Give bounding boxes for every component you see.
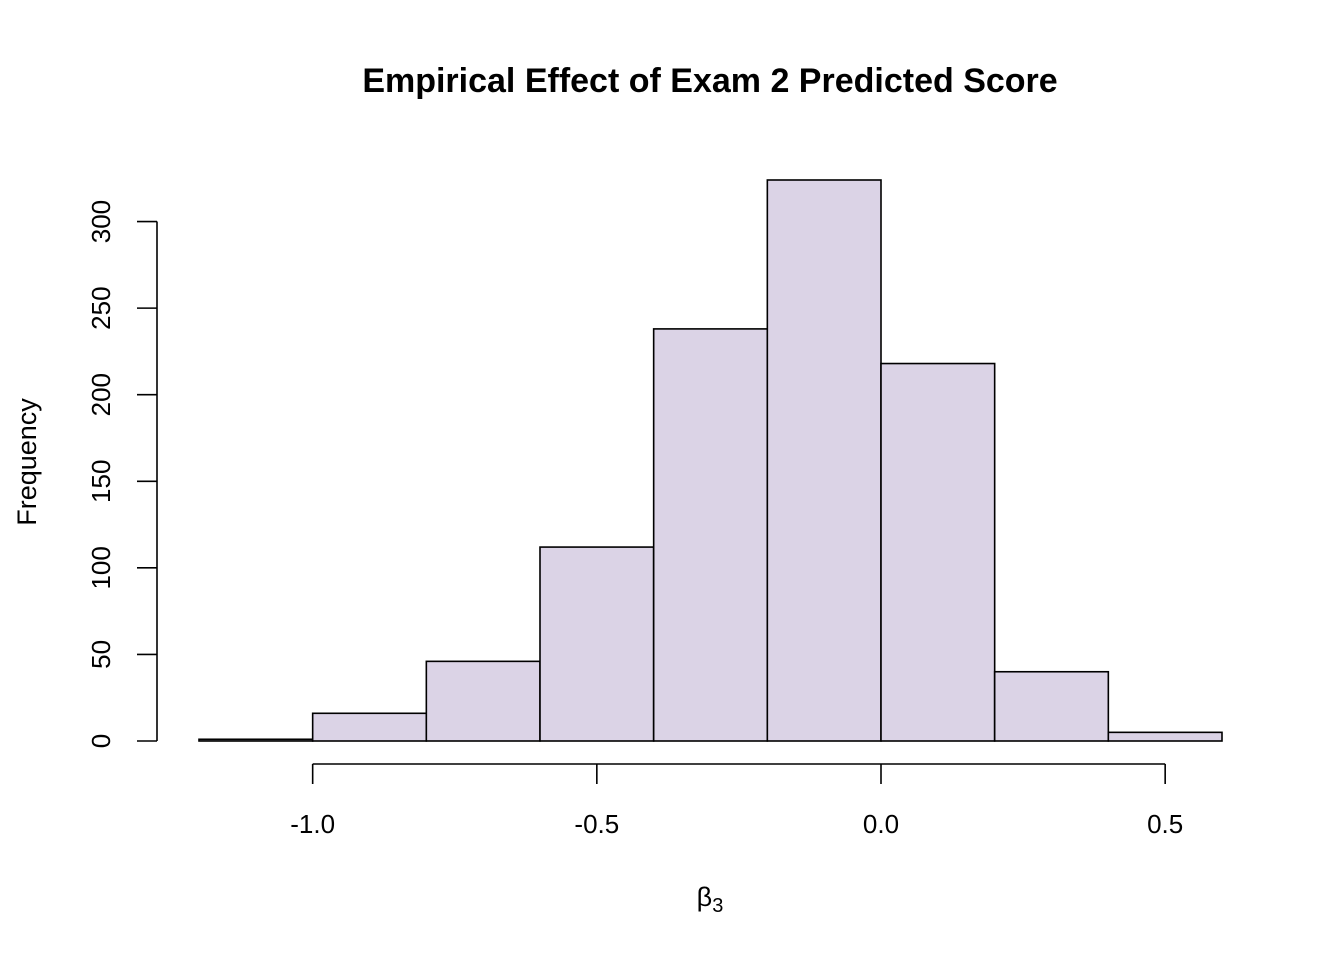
- histogram-bar: [425, 660, 541, 742]
- y-axis-label: Frequency: [12, 398, 42, 526]
- histogram-bar: [1107, 731, 1223, 742]
- histogram-bar: [993, 670, 1110, 742]
- bars-group: [198, 179, 1223, 742]
- x-tick-label: -0.5: [574, 809, 619, 839]
- chart-title: Empirical Effect of Exam 2 Predicted Sco…: [362, 62, 1057, 100]
- y-tick-label: 150: [86, 460, 116, 503]
- y-tick-label: 250: [86, 286, 116, 329]
- x-tick-label: 0.0: [863, 809, 899, 839]
- x-axis: -1.0 -0.5 0.0 0.5: [290, 763, 1183, 839]
- y-tick-label: 300: [86, 200, 116, 243]
- histogram-bar: [766, 179, 882, 742]
- x-tick-label: -1.0: [290, 809, 335, 839]
- y-tick-label: 100: [86, 546, 116, 589]
- y-tick-label: 0: [86, 734, 116, 748]
- histogram-bar: [880, 362, 996, 742]
- histogram-bar: [198, 738, 314, 742]
- y-tick-label: 50: [86, 640, 116, 669]
- histogram-bar: [311, 712, 428, 742]
- histogram-bar: [652, 328, 769, 742]
- x-axis-label-subscript: 3: [712, 895, 723, 917]
- x-axis-label: β3: [697, 882, 724, 917]
- x-axis-label-symbol: β: [697, 882, 713, 912]
- y-tick-label: 200: [86, 373, 116, 416]
- x-tick-label: 0.5: [1147, 809, 1183, 839]
- histogram-bar: [539, 546, 655, 742]
- y-axis: 0 50 100 150 200 250 300: [86, 200, 158, 748]
